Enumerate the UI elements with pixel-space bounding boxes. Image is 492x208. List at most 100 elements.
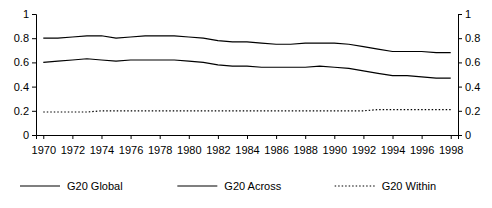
tick-label: 1994 — [381, 144, 405, 156]
y2-axis: 0 0.2 0.4 0.6 0.8 1 — [458, 8, 480, 141]
tick-mark — [458, 111, 462, 112]
series-line — [43, 36, 450, 53]
tick: 0.2 — [14, 105, 36, 117]
tick: 1994 — [381, 135, 405, 156]
tick: 1992 — [352, 135, 376, 156]
tick-mark — [458, 87, 462, 88]
legend-item: G20 Across — [177, 180, 281, 192]
tick-mark — [451, 135, 452, 139]
tick-label: 1976 — [119, 144, 143, 156]
legend-item: G20 Within — [335, 180, 436, 192]
tick-label: 1974 — [90, 144, 114, 156]
tick: 0.4 — [14, 81, 36, 93]
tick-mark — [305, 135, 306, 139]
tick-label: 0.6 — [14, 56, 29, 68]
tick-label: 1982 — [206, 144, 230, 156]
tick: 1990 — [323, 135, 347, 156]
tick-label: 0 — [23, 129, 29, 141]
tick-label: 0.2 — [465, 105, 480, 117]
tick: 0.8 — [14, 32, 36, 44]
tick-label: 0.8 — [465, 32, 480, 44]
tick-label: 0 — [465, 129, 471, 141]
tick: 1 — [458, 8, 471, 20]
tick-label: 1978 — [148, 144, 172, 156]
tick-mark — [422, 135, 423, 139]
tick: 0.6 — [14, 56, 36, 68]
tick-mark — [334, 135, 335, 139]
tick-label: 1996 — [410, 144, 434, 156]
tick-mark — [72, 135, 73, 139]
tick-label: 0.4 — [14, 81, 29, 93]
tick-mark — [32, 38, 36, 39]
tick-label: 1 — [23, 8, 29, 20]
tick-mark — [247, 135, 248, 139]
tick-label: 1970 — [32, 144, 56, 156]
tick-mark — [131, 135, 132, 139]
y2-axis-line — [459, 15, 463, 136]
legend-swatch — [335, 185, 375, 186]
tick-mark — [458, 135, 462, 136]
tick-label: 1990 — [323, 144, 347, 156]
tick-mark — [276, 135, 277, 139]
tick-mark — [101, 135, 102, 139]
tick: 1986 — [264, 135, 288, 156]
tick-mark — [32, 111, 36, 112]
chart: 1970 1972 1974 1976 1978 1980 1982 1984 1986 1988… — [0, 0, 492, 208]
tick: 0.8 — [458, 32, 480, 44]
tick: 1 — [23, 8, 36, 20]
legend: G20 Global G20 Across G20 Within — [20, 180, 436, 192]
tick-label: 0.2 — [14, 105, 29, 117]
tick: 1972 — [61, 135, 85, 156]
series-line — [43, 59, 450, 78]
x-axis-line — [37, 136, 459, 140]
tick: 1988 — [293, 135, 317, 156]
legend-swatch — [177, 185, 217, 186]
tick-mark — [32, 87, 36, 88]
tick: 0 — [23, 129, 36, 141]
tick-mark — [32, 14, 36, 15]
tick: 0 — [458, 129, 471, 141]
tick: 0.6 — [458, 56, 480, 68]
plot-area — [43, 36, 450, 112]
tick-label: 1986 — [264, 144, 288, 156]
tick: 1998 — [439, 135, 463, 156]
tick: 1980 — [177, 135, 201, 156]
tick-label: 1998 — [439, 144, 463, 156]
tick-label: 1980 — [177, 144, 201, 156]
tick-label: 1 — [465, 8, 471, 20]
tick-mark — [393, 135, 394, 139]
tick: 1978 — [148, 135, 172, 156]
tick: 0.2 — [458, 105, 480, 117]
tick: 1996 — [410, 135, 434, 156]
tick-label: 0.6 — [465, 56, 480, 68]
legend-label: G20 Across — [224, 180, 281, 192]
tick-mark — [43, 135, 44, 139]
tick: 1984 — [235, 135, 259, 156]
tick-label: 0.8 — [14, 32, 29, 44]
legend-label: G20 Within — [382, 180, 436, 192]
legend-swatch — [20, 185, 60, 186]
tick: 1976 — [119, 135, 143, 156]
tick-label: 0.4 — [465, 81, 480, 93]
tick-mark — [160, 135, 161, 139]
tick-label: 1984 — [235, 144, 259, 156]
tick-mark — [218, 135, 219, 139]
y-axis-line — [32, 15, 37, 136]
tick-mark — [458, 38, 462, 39]
tick-mark — [363, 135, 364, 139]
y-axis: 0 0.2 0.4 0.6 0.8 1 — [14, 8, 37, 141]
tick-mark — [458, 14, 462, 15]
tick: 1974 — [90, 135, 114, 156]
tick-label: 1992 — [352, 144, 376, 156]
legend-label: G20 Global — [67, 180, 123, 192]
series-line — [43, 110, 450, 112]
tick-label: 1988 — [293, 144, 317, 156]
tick: 0.4 — [458, 81, 480, 93]
tick-mark — [189, 135, 190, 139]
tick: 1970 — [32, 135, 56, 156]
tick-mark — [32, 135, 36, 136]
tick-mark — [32, 62, 36, 63]
legend-item: G20 Global — [20, 180, 123, 192]
tick-label: 1972 — [61, 144, 85, 156]
tick: 1982 — [206, 135, 230, 156]
